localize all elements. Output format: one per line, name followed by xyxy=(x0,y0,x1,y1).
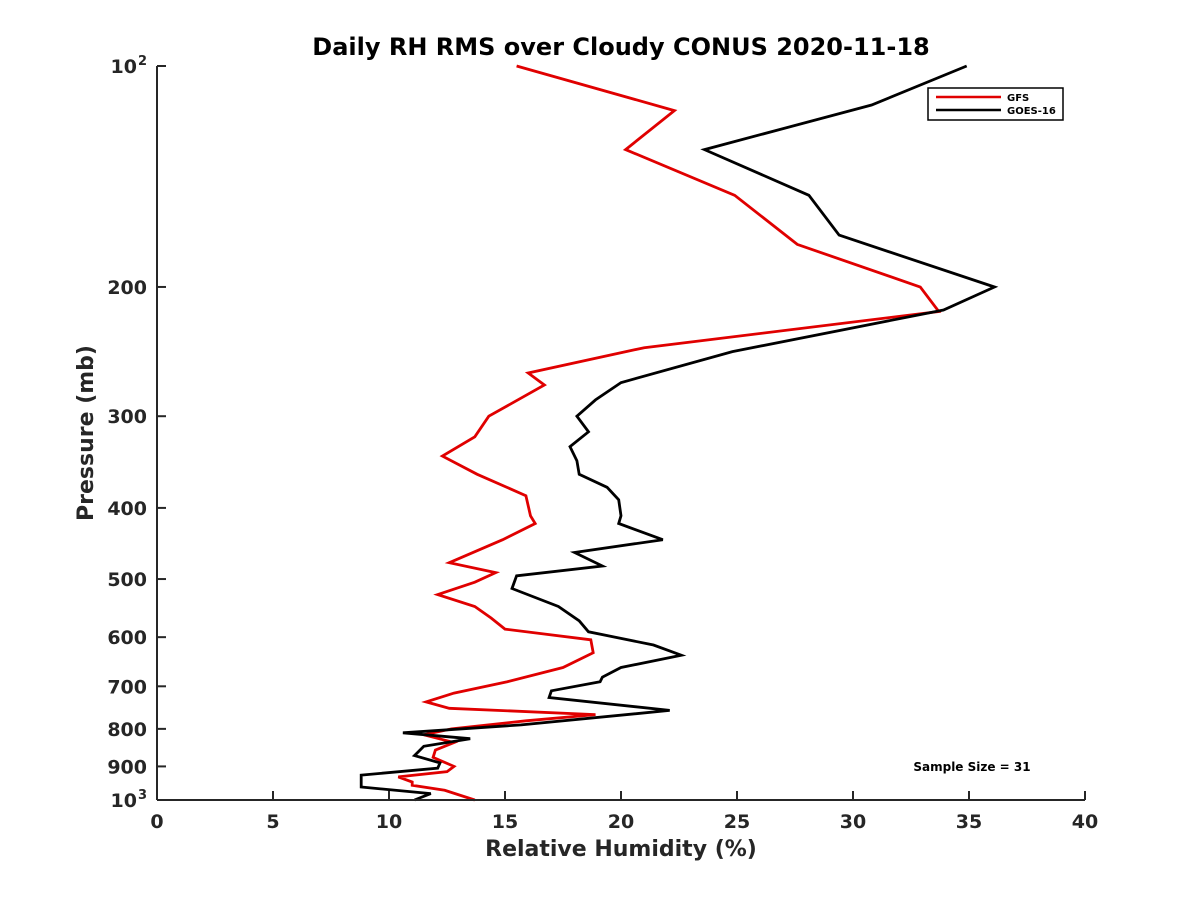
y-tick-label: 800 xyxy=(107,719,147,741)
series-line-gfs xyxy=(397,64,942,802)
legend-label-gfs: GFS xyxy=(1007,93,1029,104)
y-tick-label: 300 xyxy=(107,406,147,428)
x-tick-label: 0 xyxy=(150,811,163,833)
chart-title: Daily RH RMS over Cloudy CONUS 2020-11-1… xyxy=(312,33,929,61)
x-tick-label: 30 xyxy=(840,811,866,833)
y-axis-label: Pressure (mb) xyxy=(74,345,99,521)
series-layer xyxy=(359,64,999,802)
x-tick-label: 35 xyxy=(956,811,982,833)
x-tick-label: 40 xyxy=(1072,811,1098,833)
y-tick-label: 10 xyxy=(111,790,137,812)
x-tick-label: 25 xyxy=(724,811,750,833)
y-tick-exponent: 2 xyxy=(138,54,147,69)
y-tick-label: 10 xyxy=(111,56,137,78)
x-axis-label: Relative Humidity (%) xyxy=(485,837,757,862)
y-tick-label: 900 xyxy=(107,756,147,778)
legend-label-goes16: GOES-16 xyxy=(1007,106,1056,117)
x-tick-label: 5 xyxy=(266,811,279,833)
series-line-goes16 xyxy=(359,64,999,802)
x-tick-label: 20 xyxy=(608,811,634,833)
y-tick-exponent: 3 xyxy=(138,788,147,803)
y-tick-label: 500 xyxy=(107,569,147,591)
y-tick-label: 400 xyxy=(107,498,147,520)
sample-size-annotation: Sample Size = 31 xyxy=(913,760,1030,774)
y-tick-label: 200 xyxy=(107,277,147,299)
legend-box xyxy=(927,87,1064,121)
y-tick-label: 600 xyxy=(107,627,147,649)
x-tick-label: 15 xyxy=(492,811,518,833)
y-tick-label: 700 xyxy=(107,676,147,698)
legend: GFS GOES-16 xyxy=(927,87,1064,121)
x-tick-label: 10 xyxy=(376,811,402,833)
